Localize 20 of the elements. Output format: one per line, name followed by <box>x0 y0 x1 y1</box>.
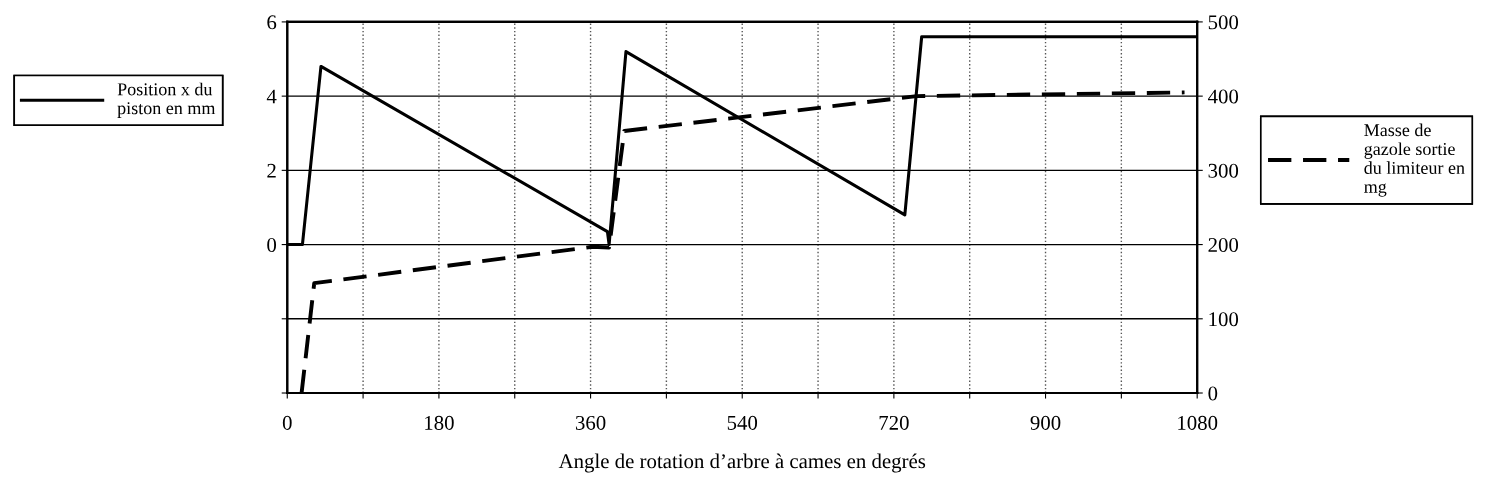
x-tick-label: 360 <box>575 415 606 430</box>
y2-tick-label: 500 <box>1208 15 1239 30</box>
y2-tick-label: 400 <box>1208 89 1239 104</box>
y-tick-label: 0 <box>267 237 277 252</box>
x-tick-label: 540 <box>727 415 758 430</box>
y2-tick-label: 100 <box>1209 312 1239 327</box>
x-tick-label: 180 <box>425 415 454 430</box>
y2-tick-label: 300 <box>1208 163 1239 178</box>
x-tick-label: 900 <box>1030 415 1061 430</box>
y-tick-label: 6 <box>267 15 277 30</box>
x-tick-label: 0 <box>282 415 292 430</box>
y2-tick-label: 200 <box>1208 237 1239 252</box>
y2-tick-label: 0 <box>1208 386 1218 401</box>
legend-label: Position x du piston en mm <box>117 82 216 118</box>
legend-label: Masse de gazole sortie du limiteur en mg <box>1364 123 1465 197</box>
x-axis-title: Angle de rotation d’arbre à cames en degrés <box>558 453 926 473</box>
x-tick-label: 1080 <box>1178 415 1218 430</box>
x-tick-label: 720 <box>879 415 909 430</box>
y-tick-label: 4 <box>266 89 277 104</box>
y-tick-label: 2 <box>267 163 276 178</box>
